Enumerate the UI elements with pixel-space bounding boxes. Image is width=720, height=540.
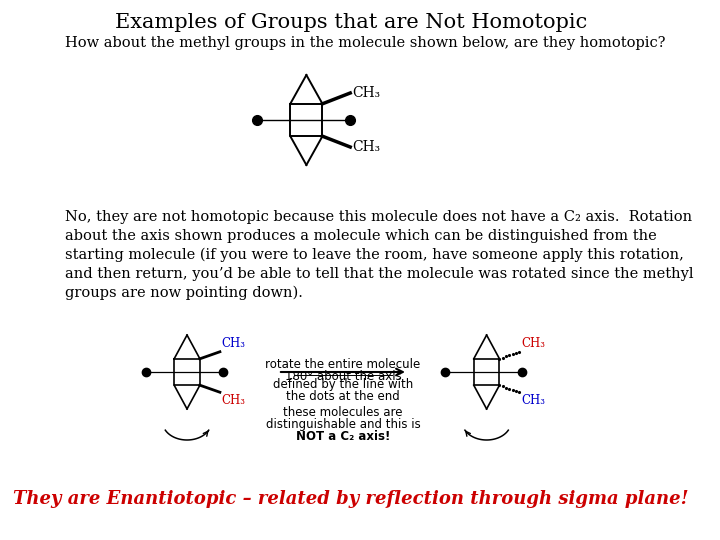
Text: Examples of Groups that are Not Homotopic: Examples of Groups that are Not Homotopi… xyxy=(115,13,587,32)
Text: How about the methyl groups in the molecule shown below, are they homotopic?: How about the methyl groups in the molec… xyxy=(66,36,666,50)
Text: rotate the entire molecule: rotate the entire molecule xyxy=(265,358,420,371)
Text: about the axis shown produces a molecule which can be distinguished from the: about the axis shown produces a molecule… xyxy=(66,229,657,243)
Text: 180° about the axis: 180° about the axis xyxy=(284,370,401,383)
Text: and then return, you’d be able to tell that the molecule was rotated since the m: and then return, you’d be able to tell t… xyxy=(66,267,694,281)
Text: NOT a C₂ axis!: NOT a C₂ axis! xyxy=(296,430,390,443)
Text: CH₃: CH₃ xyxy=(521,337,545,350)
Text: CH₃: CH₃ xyxy=(521,394,545,407)
Text: CH₃: CH₃ xyxy=(221,394,246,407)
Text: defined by the line with: defined by the line with xyxy=(273,378,413,391)
Text: No, they are not homotopic because this molecule does not have a C₂ axis.  Rotat: No, they are not homotopic because this … xyxy=(66,210,693,224)
Text: CH₃: CH₃ xyxy=(352,140,381,154)
Text: these molecules are: these molecules are xyxy=(283,406,402,419)
Text: CH₃: CH₃ xyxy=(352,86,381,100)
Text: starting molecule (if you were to leave the room, have someone apply this rotati: starting molecule (if you were to leave … xyxy=(66,248,684,262)
Text: groups are now pointing down).: groups are now pointing down). xyxy=(66,286,303,300)
Text: the dots at the end: the dots at the end xyxy=(286,390,400,403)
Text: They are Enantiotopic – related by reflection through sigma plane!: They are Enantiotopic – related by refle… xyxy=(13,490,689,508)
Text: CH₃: CH₃ xyxy=(221,337,246,350)
Text: distinguishable and this is: distinguishable and this is xyxy=(266,418,420,431)
